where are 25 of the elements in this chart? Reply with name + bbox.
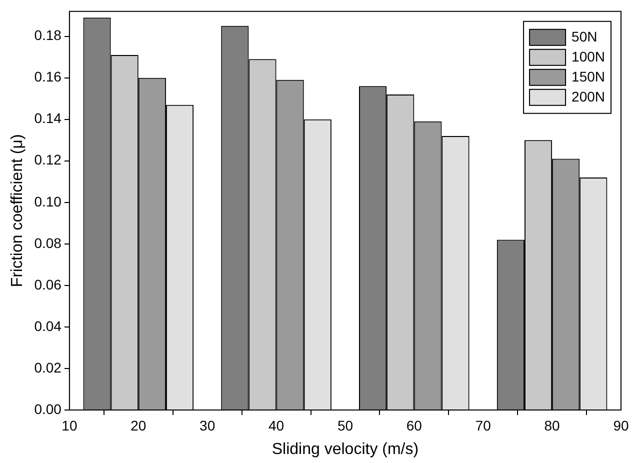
x-tick-label: 50 — [337, 417, 354, 434]
y-tick-label: 0.06 — [34, 276, 62, 292]
y-tick-label: 0.08 — [34, 234, 62, 251]
x-tick-label: 60 — [406, 417, 422, 434]
x-tick-label: 40 — [268, 417, 284, 434]
y-tick-label: 0.14 — [34, 110, 62, 126]
y-axis-title: Friction coefficient (μ) — [9, 134, 26, 288]
y-tick-label: 0.04 — [34, 318, 62, 334]
x-tick-label: 20 — [130, 417, 146, 434]
legend-label: 100N — [572, 48, 605, 64]
y-tick-label: 0.18 — [34, 27, 62, 44]
y-tick-label: 0.12 — [34, 152, 62, 168]
x-axis-title: Sliding velocity (m/s) — [272, 440, 419, 458]
legend-label: 50N — [572, 28, 598, 44]
y-tick-label: 0.16 — [34, 68, 62, 85]
legend-label: 150N — [572, 68, 605, 84]
y-tick-label: 0.02 — [34, 359, 62, 376]
x-tick-label: 10 — [62, 417, 78, 434]
x-tick-label: 90 — [613, 417, 629, 434]
x-tick-label: 30 — [200, 417, 216, 434]
x-tick-label: 80 — [544, 417, 560, 434]
legend-label: 200N — [572, 88, 605, 104]
y-tick-label: 0.10 — [34, 193, 62, 210]
y-tick-label: 0.00 — [34, 400, 62, 417]
x-tick-label: 70 — [475, 417, 492, 434]
